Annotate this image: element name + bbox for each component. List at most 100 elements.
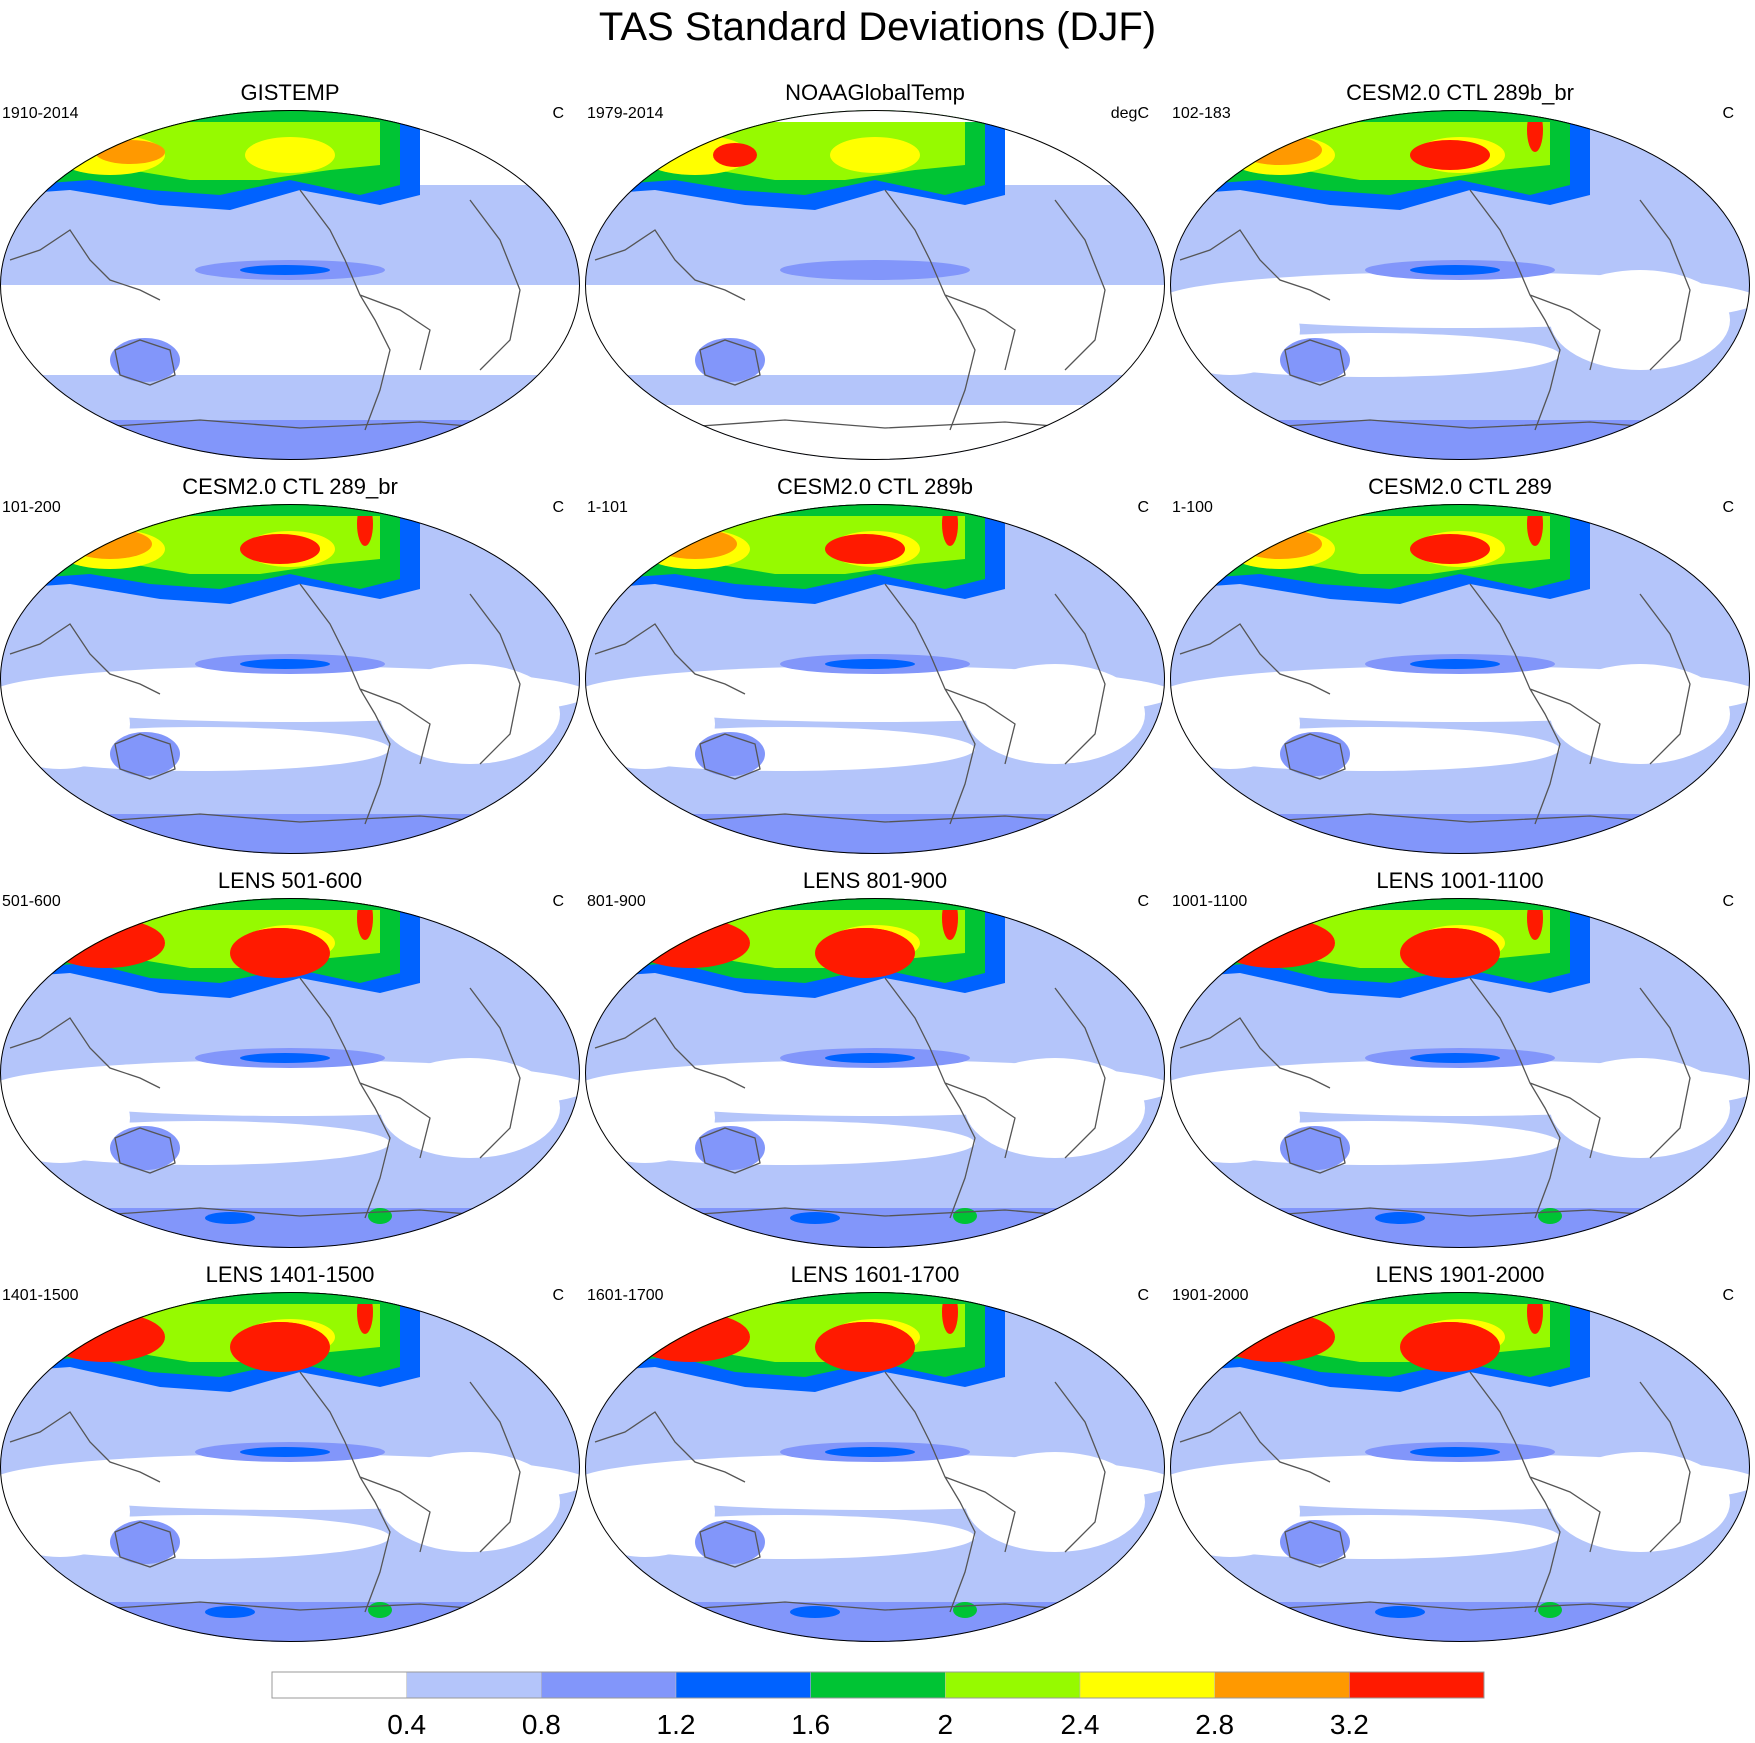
field-canada-red-large (1400, 1322, 1500, 1372)
field-no-data (585, 405, 1165, 460)
field-canada-red-large (230, 1322, 330, 1372)
coast-australia (114, 1521, 176, 1568)
map-panel: CESM2.0 CTL 289 1-100 C (1170, 474, 1750, 854)
colorbar-tick-label: 2.4 (1061, 1709, 1100, 1740)
field-asia-red (630, 918, 750, 968)
field-antarctic-peninsula (1375, 1606, 1425, 1618)
field-canada-red-large (230, 928, 330, 978)
map-outline (0, 504, 580, 854)
field-arctic (0, 1292, 580, 1304)
coast-africa (1639, 1381, 1691, 1553)
map-field (0, 110, 580, 460)
field-enso-core (825, 1447, 915, 1457)
map-outline (0, 898, 580, 1248)
field-antarctic-green (953, 1208, 977, 1224)
field-white-indian (1170, 1073, 1300, 1163)
coast-americas (884, 977, 1016, 1219)
coast-australia (114, 339, 176, 386)
field-white-atlantic (965, 1058, 1145, 1158)
field-enso-core (240, 1447, 330, 1457)
map-panel: NOAAGlobalTemp 1979-2014 degC (585, 80, 1165, 460)
panel-title: LENS 1401-1500 (205, 1262, 375, 1287)
map-outline (0, 110, 580, 460)
panel-title: LENS 1601-1700 (790, 1262, 960, 1287)
panel-units-label: C (1137, 1287, 1149, 1304)
map-outline (1170, 110, 1750, 460)
map-field (0, 1292, 580, 1642)
colorbar-swatch (675, 1671, 811, 1699)
coast-australia (699, 733, 761, 780)
colorbar-tick-label: 1.6 (791, 1709, 830, 1740)
coast-australia (1284, 1127, 1346, 1174)
coast-antarctica (1229, 419, 1711, 433)
field-antarctic-peninsula (205, 1606, 255, 1618)
page-title: TAS Standard Deviations (DJF) (598, 5, 1157, 49)
coast-africa (1639, 199, 1691, 371)
coast-africa (1054, 1381, 1106, 1553)
map-field (0, 898, 580, 1248)
map-panel: LENS 1401-1500 1401-1500 C (0, 1262, 580, 1642)
field-arctic (0, 110, 580, 122)
coast-antarctica (1229, 1601, 1711, 1615)
coast-asia (594, 229, 746, 301)
coast-americas (1469, 583, 1601, 825)
field-arctic (585, 504, 1165, 516)
field-canada-red (1410, 534, 1490, 564)
field-white-atlantic (380, 664, 560, 764)
coast-antarctica (644, 1601, 1126, 1615)
field-australia (1280, 338, 1350, 382)
field-asia-red (45, 1312, 165, 1362)
panel-title: GISTEMP (240, 80, 340, 105)
field-australia (695, 338, 765, 382)
field-australia (110, 338, 180, 382)
field-southern-ocean (1170, 1602, 1750, 1642)
panel-units-label: degC (1110, 105, 1149, 122)
field-canada-red-large (815, 928, 915, 978)
coast-australia (114, 733, 176, 780)
field-southern-ocean (585, 1602, 1165, 1642)
field-asia-orange (653, 529, 737, 559)
panel-units-label: C (552, 499, 564, 516)
field-canada-red-large (815, 1322, 915, 1372)
field-canada-red (1410, 140, 1490, 170)
coast-antarctica (59, 1207, 541, 1221)
colorbar-swatch (541, 1671, 677, 1699)
coast-africa (1639, 987, 1691, 1159)
field-midlat-north (585, 185, 1165, 285)
map-field (1170, 110, 1750, 460)
field-southern-ocean (0, 1208, 580, 1248)
coast-asia (594, 1017, 746, 1089)
map-panel: LENS 801-900 801-900 C (585, 868, 1165, 1248)
coast-asia (1179, 623, 1331, 695)
field-white-indian (1170, 1467, 1300, 1557)
field-white-atlantic (1550, 1452, 1730, 1552)
field-australia (110, 1520, 180, 1564)
map-outline (1170, 898, 1750, 1248)
field-enso-tongue (780, 260, 970, 280)
field-white-indian (585, 1073, 715, 1163)
field-southern-ocean (1170, 1208, 1750, 1248)
panel-period-label: 1901-2000 (1172, 1287, 1249, 1304)
map-field (0, 504, 580, 854)
field-asia-orange (95, 140, 165, 164)
field-white-atlantic (380, 1058, 560, 1158)
world-map (1170, 898, 1750, 1248)
field-southern-ocean (1170, 814, 1750, 854)
map-outline (1170, 1292, 1750, 1642)
field-australia (1280, 732, 1350, 776)
coast-australia (699, 1521, 761, 1568)
panel-units-label: C (1137, 893, 1149, 910)
colorbar-swatch (1349, 1671, 1485, 1699)
panel-units-label: C (1722, 1287, 1734, 1304)
coast-americas (299, 1371, 431, 1613)
panel-units-label: C (552, 105, 564, 122)
field-arctic (585, 110, 1165, 122)
coast-antarctica (644, 813, 1126, 827)
field-canada-yellow (245, 137, 335, 173)
field-antarctic-green (1538, 1602, 1562, 1618)
coast-asia (9, 1411, 161, 1483)
panel-period-label: 501-600 (2, 893, 61, 910)
field-antarctic-peninsula (790, 1606, 840, 1618)
field-southern-ocean (585, 814, 1165, 854)
coastlines (1179, 189, 1711, 433)
